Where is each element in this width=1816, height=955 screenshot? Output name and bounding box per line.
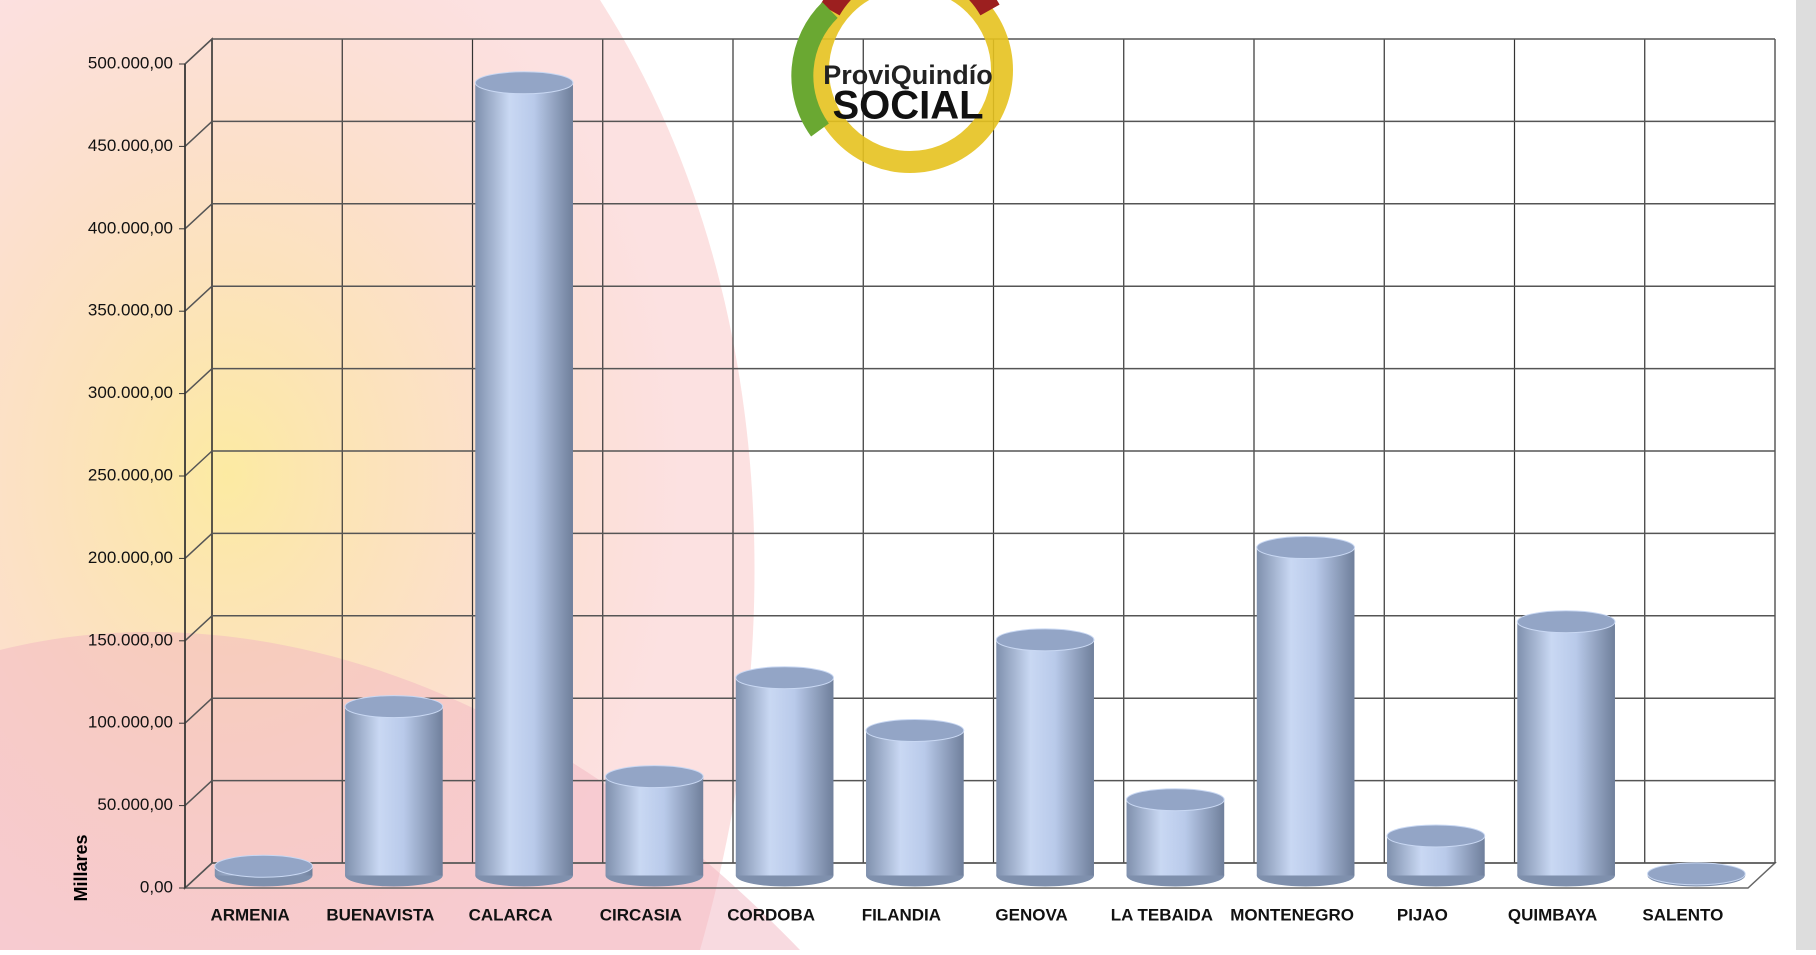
grid-line (184, 285, 213, 312)
cylinder (344, 695, 444, 887)
cylinder-top (1647, 862, 1746, 886)
cylinder (1126, 788, 1225, 887)
y-axis-label: Millares (71, 834, 91, 901)
cylinder-top (865, 718, 965, 742)
grid-line (184, 38, 213, 65)
bar (996, 639, 1094, 876)
cylinder (995, 628, 1095, 887)
x-tick-label: CORDOBA (727, 905, 815, 924)
grid-line (184, 780, 213, 807)
cylinder (1516, 610, 1616, 887)
cylinder (1256, 536, 1355, 887)
y-tick-label: 450.000,00 (88, 136, 173, 155)
x-tick-label: FILANDIA (862, 905, 941, 924)
cylinder-top (1386, 824, 1486, 848)
cylinder-top (474, 71, 574, 95)
y-tick-label: 350.000,00 (88, 301, 173, 320)
cylinder (735, 666, 834, 887)
y-tick-label: 400.000,00 (88, 218, 173, 237)
grid-line (184, 450, 213, 477)
scrollbar (1796, 0, 1816, 950)
y-tick-label: 300.000,00 (88, 383, 173, 402)
cylinder-top (735, 666, 834, 690)
grid-line (184, 862, 213, 889)
logo-ring (807, 0, 1013, 173)
x-tick-label: BUENAVISTA (326, 905, 434, 924)
y-tick-label: 500.000,00 (88, 53, 173, 72)
bar (475, 82, 573, 876)
y-tick-label: 250.000,00 (88, 465, 173, 484)
x-tick-label: GENOVA (995, 905, 1067, 924)
x-tick-label: CALARCA (469, 905, 553, 924)
logo: ProviQuindío SOCIAL (791, 0, 1013, 173)
cylinder (214, 854, 313, 887)
bar (866, 730, 964, 876)
y-tick-label: 0,00 (140, 877, 173, 896)
cylinder (605, 765, 704, 887)
x-tick-label: PIJAO (1397, 905, 1448, 924)
y-tick-label: 150.000,00 (88, 630, 173, 649)
bar (1256, 547, 1355, 876)
cylinder (1386, 824, 1486, 887)
x-tick-label: SALENTO (1642, 905, 1723, 924)
grid-line (184, 203, 213, 230)
x-tick-label: QUIMBAYA (1508, 905, 1597, 924)
x-tick-label: CIRCASIA (600, 905, 682, 924)
grid-line (184, 120, 213, 147)
cylinder-top (1516, 610, 1616, 634)
cylinder-top (344, 695, 444, 719)
x-tick-label: LA TEBAIDA (1111, 905, 1213, 924)
y-tick-label: 200.000,00 (88, 548, 173, 567)
logo-text: ProviQuindío (823, 60, 993, 90)
grid-line (184, 697, 213, 724)
x-tick-label: ARMENIA (210, 905, 289, 924)
cylinder (1647, 862, 1746, 887)
logo-text: SOCIAL (832, 84, 983, 128)
y-tick-label: 100.000,00 (88, 713, 173, 732)
bar (345, 706, 443, 876)
grid-line (184, 532, 213, 559)
grid-line (184, 368, 213, 395)
bar (735, 677, 834, 876)
bar (1126, 799, 1225, 876)
grid-line (184, 615, 213, 642)
cylinder (474, 71, 574, 887)
cylinder-top (1126, 788, 1225, 812)
x-tick-label: MONTENEGRO (1230, 905, 1354, 924)
bar (1517, 621, 1615, 876)
cylinder-top (214, 854, 313, 878)
y-tick-label: 50.000,00 (97, 795, 173, 814)
cylinder (865, 718, 965, 887)
cylinder-top (995, 628, 1095, 652)
cylinder-top (1256, 536, 1355, 560)
bar (605, 776, 704, 876)
logo-ring (791, 2, 838, 137)
cylinder-top (605, 765, 704, 789)
